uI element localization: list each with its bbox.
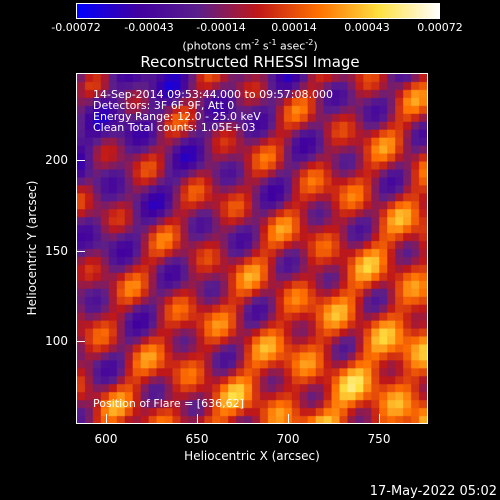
- x-tick-mark: [288, 414, 289, 423]
- x-tick-label: 700: [276, 432, 300, 446]
- energy-range: Energy Range: 12.0 - 25.0 keV: [93, 110, 261, 123]
- x-tick-label: 750: [367, 432, 391, 446]
- colorbar-tick: 0.00043: [344, 21, 390, 34]
- y-axis-label: Heliocentric Y (arcsec): [25, 180, 39, 316]
- x-axis-label: Heliocentric X (arcsec): [184, 449, 320, 463]
- x-tick-label: 600: [94, 432, 118, 446]
- y-tick-label: 200: [45, 153, 68, 167]
- colorbar-tick: -0.00043: [124, 21, 174, 34]
- colorbar: [76, 3, 440, 19]
- x-tick-label: 650: [185, 432, 209, 446]
- colorbar-tick: -0.00014: [196, 21, 246, 34]
- colorbar-tick: 0.00072: [417, 21, 463, 34]
- colorbar-units: (photons cm-2 s-1 asec-2): [182, 38, 318, 53]
- y-tick-label: 150: [45, 244, 68, 258]
- x-tick-mark: [106, 414, 107, 423]
- image-title: Reconstructed RHESSI Image: [140, 53, 360, 71]
- clean-total-counts: Clean Total counts: 1.05E+03: [93, 121, 256, 134]
- time-range: 14-Sep-2014 09:53:44.000 to 09:57:08.000: [93, 88, 333, 101]
- rhessi-image-plot: 14-Sep-2014 09:53:44.000 to 09:57:08.000…: [76, 73, 428, 424]
- plot-timestamp: 17-May-2022 05:02: [369, 484, 497, 499]
- y-tick-mark: [76, 160, 85, 161]
- detectors-info: Detectors: 3F 6F 9F, Att 0: [93, 99, 235, 112]
- y-tick-mark: [76, 251, 85, 252]
- x-tick-mark: [379, 414, 380, 423]
- x-tick-mark: [197, 414, 198, 423]
- flare-position: Position of Flare = [636,62]: [93, 397, 244, 410]
- y-tick-mark: [76, 341, 85, 342]
- colorbar-tick: 0.00014: [271, 21, 317, 34]
- colorbar-tick: -0.00072: [51, 21, 101, 34]
- y-tick-label: 100: [45, 334, 68, 348]
- rhessi-heatmap: [77, 74, 427, 423]
